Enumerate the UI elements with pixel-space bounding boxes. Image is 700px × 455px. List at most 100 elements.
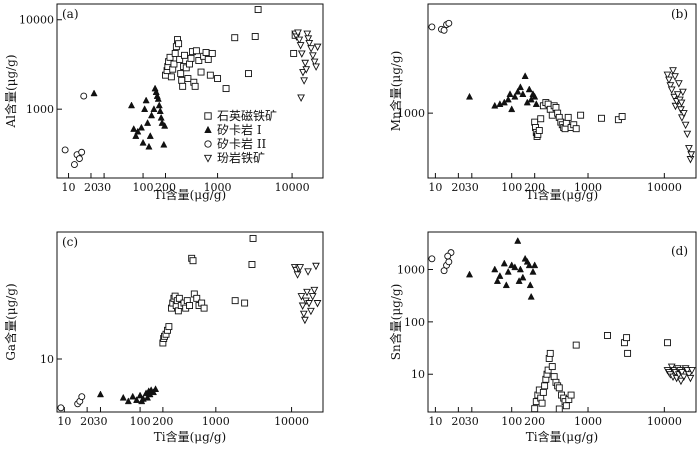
data-point-a-triangle-down <box>295 36 304 45</box>
data-point-d-triangle-up <box>526 281 534 289</box>
data-point-d-triangle-up <box>514 237 522 244</box>
y-tick-label-c-10: 10 <box>40 353 54 366</box>
data-point-a-triangle-up <box>157 113 165 121</box>
data-point-b-triangle-up <box>511 92 519 100</box>
data-point-d-triangle-up <box>500 259 508 267</box>
data-point-b-triangle-up <box>519 90 527 97</box>
data-point-d-square <box>624 349 632 357</box>
legend-marker-triangle-down-open <box>203 154 213 163</box>
data-point-a-square <box>184 75 192 83</box>
panel-a: (a) 10 20 30 100 200 1000 10000 1000 10000 石英磁铁矿… <box>3 3 324 202</box>
legend-marker-glyph <box>203 154 213 163</box>
legend-entry-porphyrite-iron: 玢岩铁矿 <box>203 150 265 165</box>
data-point-d-triangle-down <box>686 374 695 383</box>
data-point-d-square <box>567 391 575 399</box>
plot-frame-c <box>56 231 324 413</box>
data-point-d-triangle-up <box>516 265 524 273</box>
data-point-a-triangle-up <box>146 132 154 139</box>
data-point-a-square <box>187 54 195 62</box>
legend-entry-skarn-ii: 矽卡岩 II <box>204 136 267 151</box>
legend-marker-circle-open <box>204 140 212 148</box>
data-point-a-square <box>177 70 185 78</box>
data-point-c-triangle-down <box>298 302 307 310</box>
data-point-c-triangle-up <box>129 392 137 400</box>
x-tick-label-a-10: 10 <box>62 181 76 194</box>
data-point-a-square <box>171 49 179 57</box>
data-point-c-triangle-up <box>143 393 151 401</box>
data-point-a-square <box>290 49 298 57</box>
data-point-d-triangle-up <box>515 277 523 284</box>
legend-marker-square-open <box>204 112 212 120</box>
data-point-d-circle <box>445 258 453 266</box>
data-point-c-square <box>193 294 201 302</box>
x-tick-label-d-10000: 10000 <box>647 415 682 428</box>
x-tick-label-b-10000: 10000 <box>647 181 682 194</box>
data-point-a-circle <box>80 92 88 100</box>
data-point-d-square <box>531 405 539 413</box>
data-point-d-triangle-down <box>683 367 692 375</box>
x-tick-label-a-30: 30 <box>97 181 111 194</box>
data-point-b-triangle-down <box>687 151 696 159</box>
legend: 石英磁铁矿 矽卡岩 I 矽卡岩 II 玢岩铁矿 <box>203 108 277 165</box>
panel-label-a: (a) <box>62 7 79 21</box>
data-point-b-triangle-up <box>508 105 516 113</box>
data-point-c-square <box>175 294 183 302</box>
data-point-b-triangle-up <box>521 72 529 80</box>
x-tick-label-d-30: 30 <box>465 415 479 428</box>
data-point-a-triangle-down <box>313 43 322 52</box>
data-point-b-triangle-up <box>516 83 524 91</box>
data-point-a-triangle-down <box>308 52 317 60</box>
data-point-a-triangle-down <box>297 94 305 102</box>
data-point-d-triangle-up <box>465 270 474 278</box>
data-point-b-triangle-down <box>685 145 693 153</box>
panel-label-c: (c) <box>62 235 78 249</box>
data-point-b-triangle-up <box>514 87 522 95</box>
data-point-a-triangle-down <box>310 58 319 67</box>
data-point-a-triangle-up <box>161 121 169 129</box>
panel-b: (b) 10 20 30 100 200 1000 10000 1000 Ti含量(μg/g)… <box>388 3 697 202</box>
data-point-b-triangle-down <box>669 67 677 75</box>
y-axis-label-d: Sn含量(μg/g) <box>388 284 403 361</box>
data-point-c-square <box>165 323 173 331</box>
data-point-d-triangle-up <box>529 267 537 275</box>
data-point-a-square <box>170 60 178 68</box>
data-point-a-square <box>179 82 187 90</box>
legend-label-skarn-ii: 矽卡岩 II <box>217 136 267 151</box>
data-point-d-square <box>664 339 671 347</box>
data-point-a-circle <box>70 161 78 169</box>
data-point-a-triangle-down <box>304 35 313 43</box>
data-point-d-square <box>572 341 580 349</box>
data-point-d-square <box>548 363 556 371</box>
legend-label-skarn-i: 矽卡岩 I <box>217 122 262 137</box>
data-point-a-triangle-down <box>307 45 315 53</box>
data-point-a-square <box>208 49 216 57</box>
data-point-d-square <box>544 366 552 374</box>
data-point-b-triangle-down <box>670 93 679 102</box>
data-point-d-triangle-down <box>679 373 688 382</box>
y-axis-label-a: Al含量(μg/g) <box>3 54 18 128</box>
y-tick-label-a-10000: 10000 <box>19 14 54 27</box>
axis-ticks-c: 10 20 30 100 200 1000 10000 10 <box>40 353 309 428</box>
legend-marker-glyph <box>204 125 212 133</box>
data-point-c-square <box>186 302 194 309</box>
data-point-b-triangle-down <box>671 73 679 81</box>
data-point-c-triangle-up <box>119 393 127 401</box>
data-point-b-circle <box>440 26 448 34</box>
data-point-b-triangle-down <box>674 80 683 88</box>
legend-marker-triangle-up-filled <box>204 125 212 133</box>
data-point-d-circle <box>428 255 436 263</box>
x-axis-label-c: Ti含量(μg/g) <box>154 429 226 444</box>
x-tick-label-c-10000: 10000 <box>274 415 309 428</box>
x-tick-label-d-100: 100 <box>501 415 522 428</box>
x-tick-label-b-200: 200 <box>524 181 545 194</box>
x-tick-label-a-100: 100 <box>133 181 154 194</box>
data-point-a-circle <box>78 148 86 156</box>
data-point-d-square <box>555 405 563 413</box>
data-point-b-triangle-down <box>671 102 680 111</box>
x-tick-label-b-10: 10 <box>428 181 442 194</box>
data-point-a-triangle-down <box>299 69 307 77</box>
data-point-a-triangle-down <box>302 66 311 74</box>
data-point-c-triangle-down <box>305 300 313 308</box>
panel-label-d: (d) <box>671 244 688 258</box>
